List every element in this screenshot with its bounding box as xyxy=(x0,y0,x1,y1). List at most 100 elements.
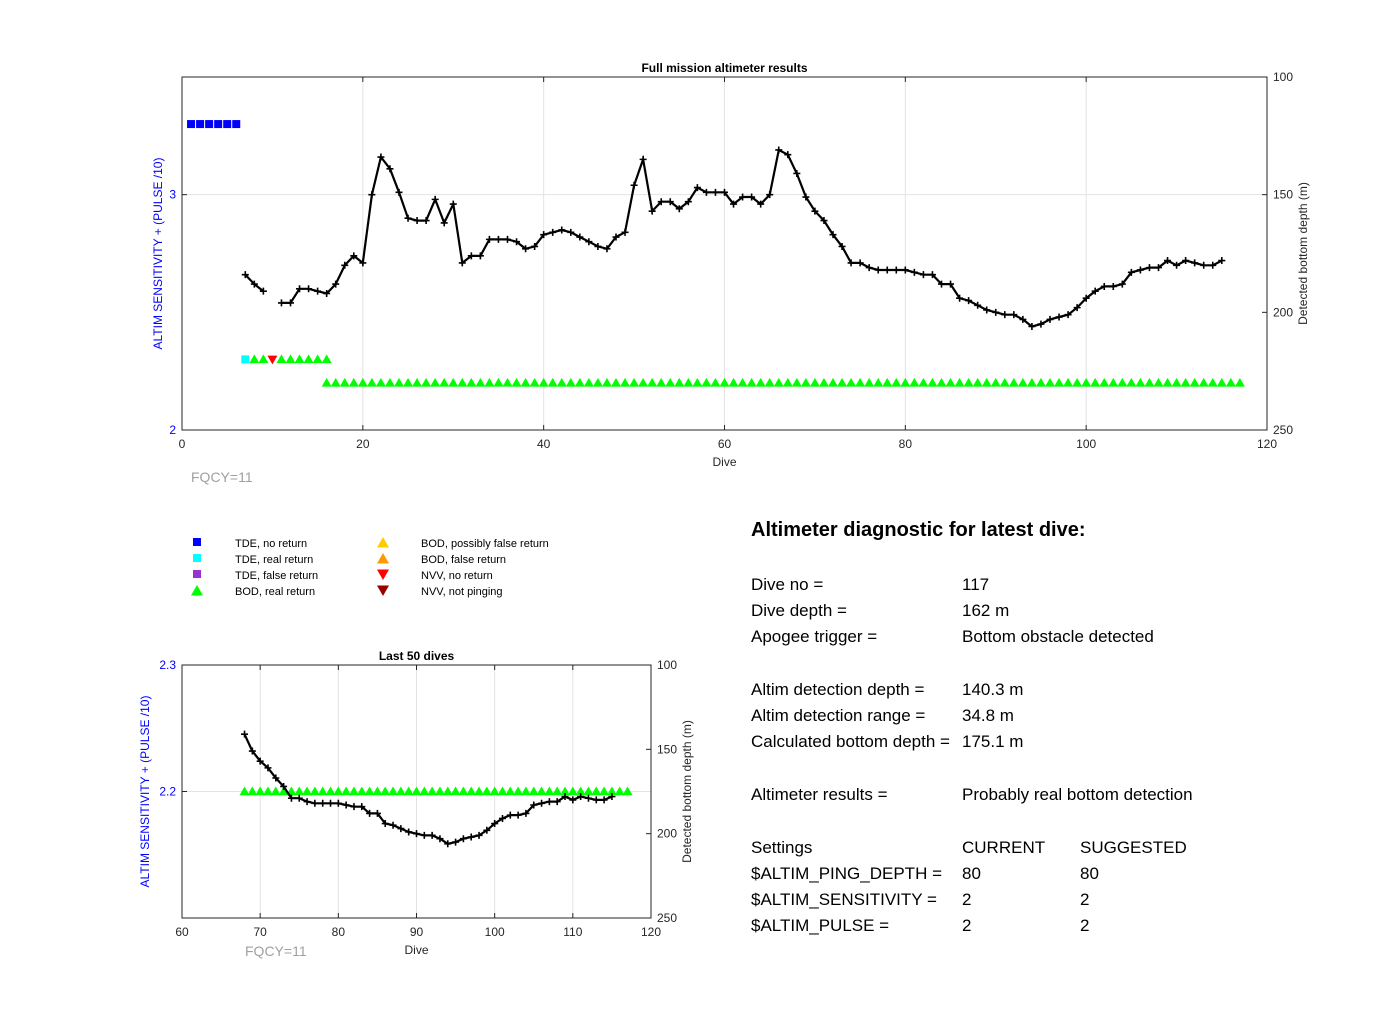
full-bod-real-return-marker xyxy=(945,377,956,387)
full-bod-real-return-marker xyxy=(701,377,712,387)
full-bottom-depth-point xyxy=(1173,261,1181,269)
full-bottom-depth-point xyxy=(1091,287,1099,295)
full-bottom-depth-point xyxy=(558,226,566,234)
full-bod-real-return-marker xyxy=(782,377,793,387)
full-bod-real-return-marker xyxy=(430,377,441,387)
full-bod-real-return-marker xyxy=(592,377,603,387)
full-bottom-depth-point xyxy=(1164,257,1172,265)
full-tde-no-return-marker xyxy=(205,120,214,129)
last-bod-real-return-marker xyxy=(450,786,461,796)
full-xlabel: Dive xyxy=(712,455,736,469)
full-bottom-depth-point xyxy=(956,294,964,302)
last-bottom-depth-point xyxy=(295,794,303,802)
full-bod-real-return-marker xyxy=(457,377,468,387)
diag-label-dive-no: Dive no = xyxy=(751,575,824,594)
last-bottom-depth-point xyxy=(475,831,483,839)
full-bod-real-return-marker xyxy=(321,354,332,364)
legend-label: NVV, not pinging xyxy=(421,586,503,598)
last-bod-real-return-marker xyxy=(278,786,289,796)
full-bottom-depth-point xyxy=(919,271,927,279)
full-bod-real-return-marker xyxy=(882,377,893,387)
full-bottom-depth-point xyxy=(259,287,267,295)
full-bottom-depth-point xyxy=(684,198,692,206)
full-bottom-depth-point xyxy=(910,268,918,276)
full-bottom-depth-point xyxy=(928,271,936,279)
full-ylabel-right: Detected bottom depth (m) xyxy=(1296,182,1310,325)
last-bottom-depth-point xyxy=(342,801,350,809)
full-bod-real-return-marker xyxy=(773,377,784,387)
last-xtick-label: 100 xyxy=(485,925,505,939)
full-bod-real-return-marker xyxy=(1216,377,1227,387)
last-bottom-depth-point xyxy=(241,730,249,738)
full-bottom-depth-point xyxy=(739,193,747,201)
full-bottom-depth-point xyxy=(1055,313,1063,321)
full-bottom-depth-point xyxy=(250,280,258,288)
full-bod-real-return-marker xyxy=(249,354,260,364)
full-bod-real-return-marker xyxy=(348,377,359,387)
full-bod-real-return-marker xyxy=(1008,377,1019,387)
diag-label-detection-depth: Altim detection depth = xyxy=(751,680,925,699)
full-bod-real-return-marker xyxy=(484,377,495,387)
legend-marker xyxy=(191,585,203,596)
full-bod-real-return-marker xyxy=(1017,377,1028,387)
last-bod-real-return-marker xyxy=(481,786,492,796)
settings-header-current: CURRENT xyxy=(962,838,1046,857)
full-bottom-depth-point xyxy=(666,198,674,206)
full-bod-real-return-marker xyxy=(846,377,857,387)
last-ytick-left-label: 2.3 xyxy=(159,658,176,672)
full-bod-real-return-marker xyxy=(629,377,640,387)
full-bottom-depth-point xyxy=(1019,315,1027,323)
legend-marker xyxy=(377,585,389,596)
full-bottom-depth-point xyxy=(296,285,304,293)
full-bod-real-return-marker xyxy=(818,377,829,387)
full-bod-real-return-marker xyxy=(574,377,585,387)
diag-label-altimeter-results: Altimeter results = xyxy=(751,785,888,804)
full-bottom-depth-point xyxy=(1064,311,1072,319)
full-bottom-depth-point xyxy=(1118,280,1126,288)
last-bottom-depth-point xyxy=(569,796,577,804)
full-bod-real-return-marker xyxy=(439,377,450,387)
diag-value-bottom-depth: 175.1 m xyxy=(962,732,1024,751)
full-bottom-depth-point xyxy=(413,217,421,225)
last-bottom-depth-point xyxy=(327,799,335,807)
full-bod-real-return-marker xyxy=(611,377,621,387)
full-bod-real-return-marker xyxy=(502,377,513,387)
full-bod-real-return-marker xyxy=(1045,377,1055,387)
last-bod-real-return-marker xyxy=(411,786,422,796)
full-bod-real-return-marker xyxy=(656,377,667,387)
full-bottom-depth-point xyxy=(494,235,502,243)
full-bottom-depth-point xyxy=(793,169,801,177)
full-ytick-left-label: 3 xyxy=(169,188,176,202)
last-bod-real-return-marker xyxy=(317,786,328,796)
full-bod-real-return-marker xyxy=(520,377,531,387)
last-bod-real-return-marker xyxy=(513,786,524,796)
full-bod-real-return-marker xyxy=(511,377,522,387)
full-bod-real-return-marker xyxy=(873,377,884,387)
last-bottom-depth-point xyxy=(522,809,530,817)
last-bod-real-return-marker xyxy=(403,786,414,796)
full-bod-real-return-marker xyxy=(285,354,296,364)
last-ytick-left-label: 2.2 xyxy=(159,785,176,799)
full-bottom-depth-point xyxy=(992,308,1000,316)
setting-label-sensitivity: $ALTIM_SENSITIVITY = xyxy=(751,890,937,909)
full-tde-real-return-marker xyxy=(241,355,250,364)
diag-value-apogee-trigger: Bottom obstacle detected xyxy=(962,627,1154,646)
full-bottom-depth-point xyxy=(305,285,313,293)
full-bottom-depth-point xyxy=(1010,311,1018,319)
full-ytick-left-label: 2 xyxy=(169,423,176,437)
last-bottom-depth-point xyxy=(545,798,553,806)
full-bod-real-return-marker xyxy=(403,377,414,387)
last-bottom-depth-point xyxy=(436,835,444,843)
full-ylabel-left: ALTIM SENSITIVITY + (PULSE /10) xyxy=(151,158,165,350)
diag-label-dive-depth: Dive depth = xyxy=(751,601,847,620)
full-bod-real-return-marker xyxy=(764,377,775,387)
last-bottom-depth-point xyxy=(311,799,319,807)
full-bottom-depth-point xyxy=(1200,261,1208,269)
full-bod-real-return-marker xyxy=(357,377,368,387)
full-fqcy-label: FQCY=11 xyxy=(191,469,253,485)
full-bod-real-return-marker xyxy=(1026,377,1037,387)
full-bod-real-return-marker xyxy=(647,377,658,387)
last-bottom-depth-point xyxy=(272,774,280,782)
full-bod-real-return-marker xyxy=(1135,377,1146,387)
legend-label: BOD, real return xyxy=(235,586,315,598)
